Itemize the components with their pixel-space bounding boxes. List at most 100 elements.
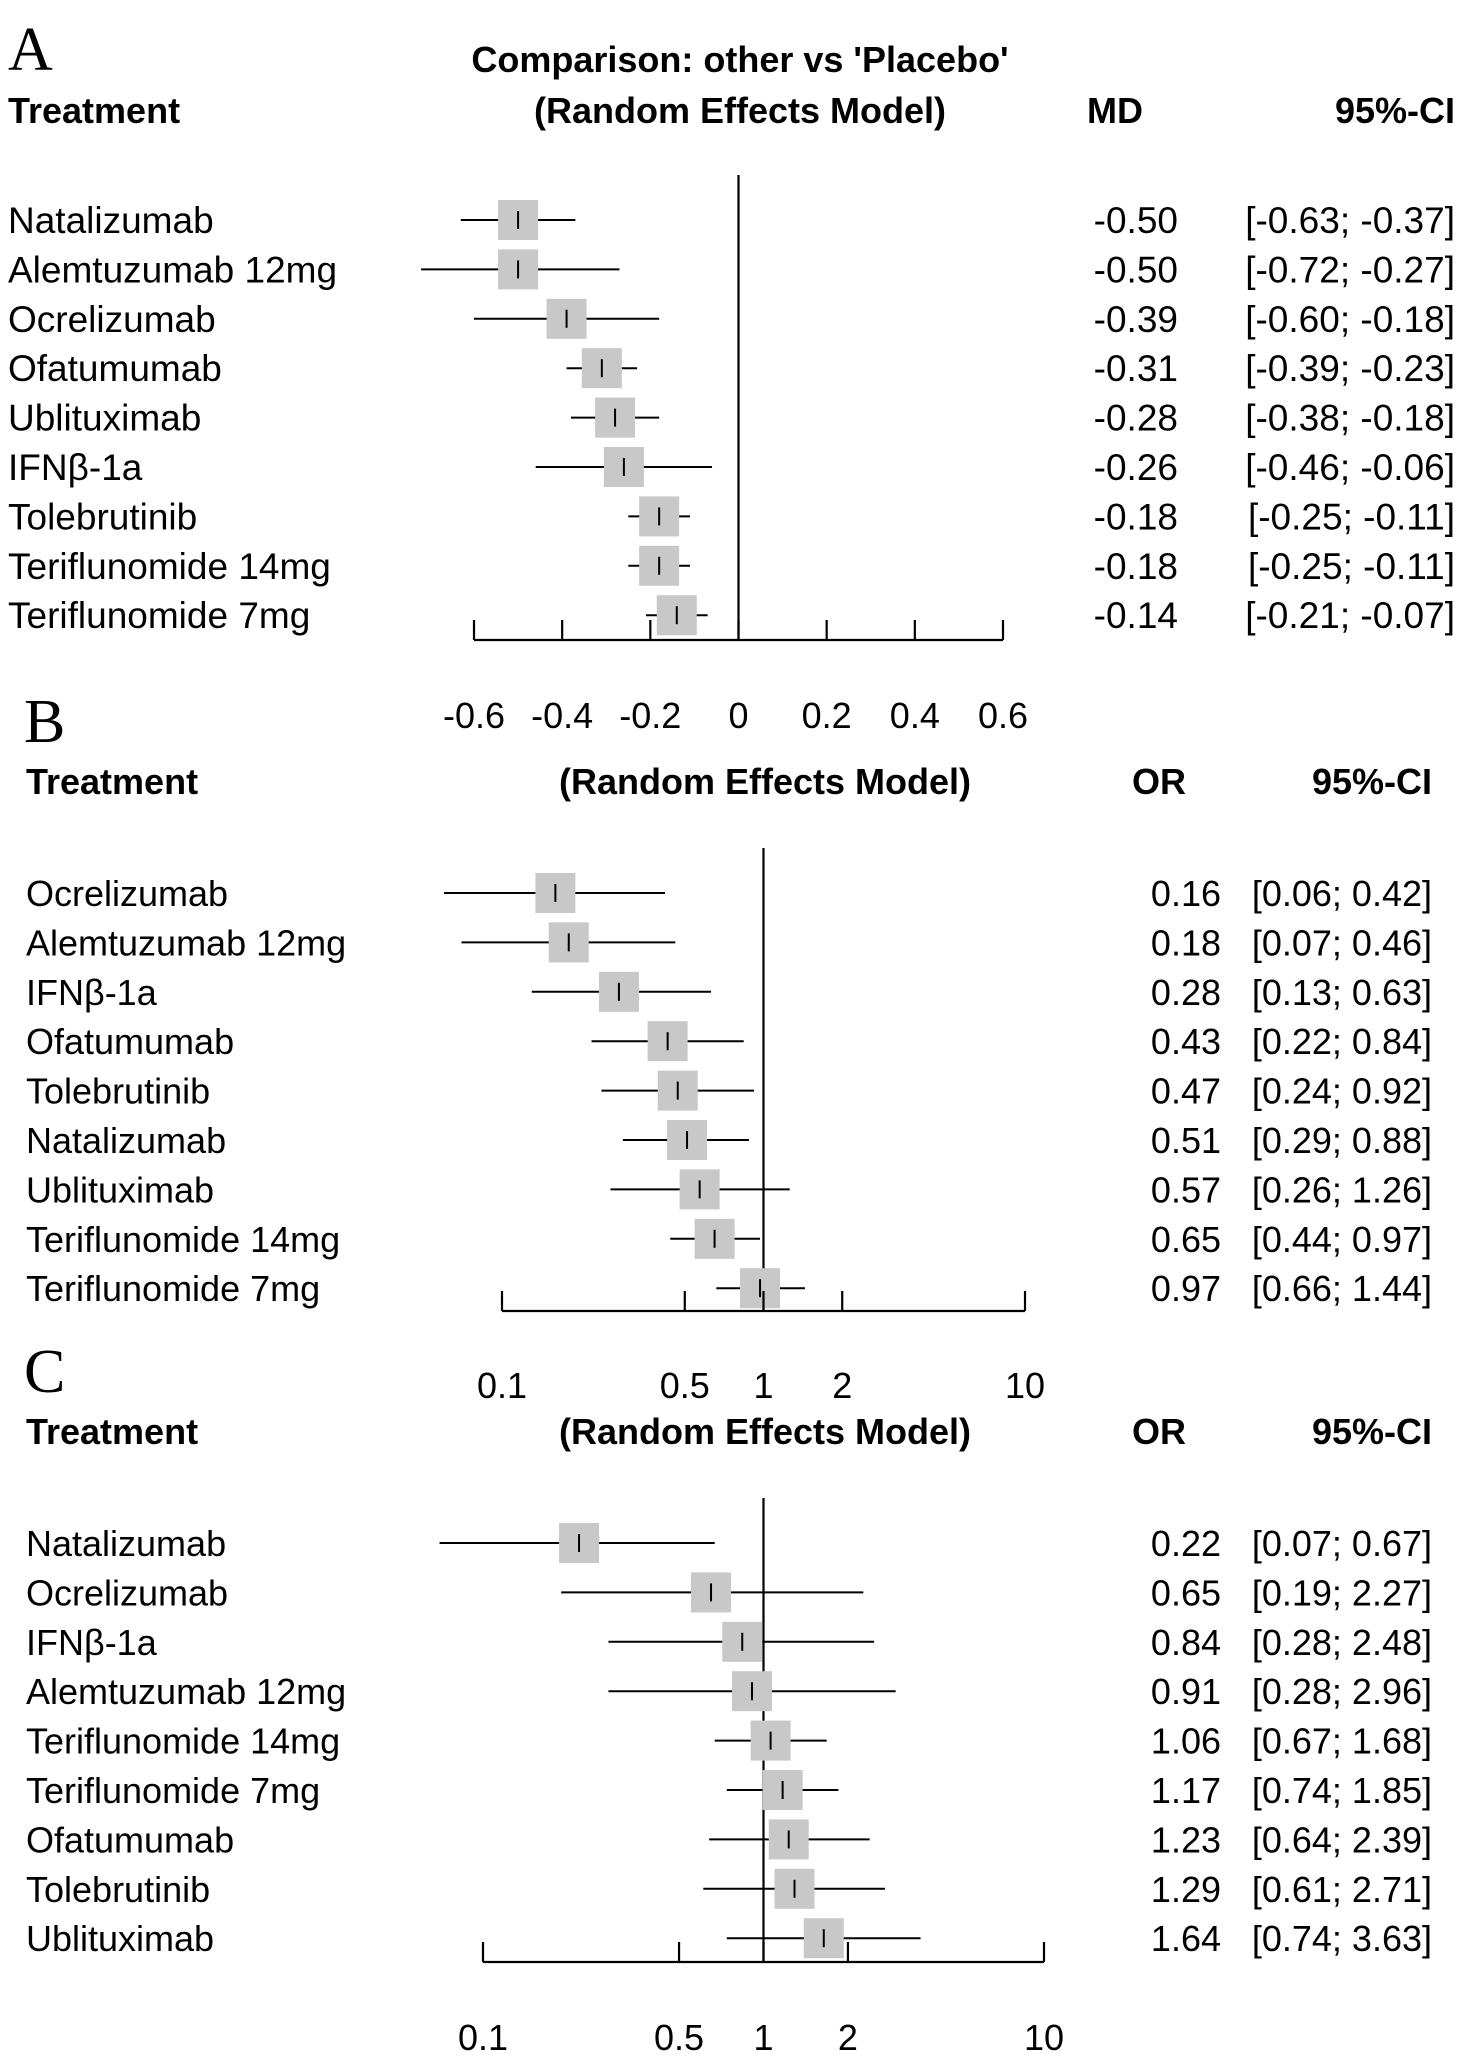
ci-value: [0.19; 2.27] <box>1252 1572 1432 1613</box>
treatment-label: IFNβ-1a <box>8 447 143 488</box>
forest-row: Ofatumumab 0.43 [0.22; 0.84] <box>26 1021 1432 1062</box>
ci-value: [0.22; 0.84] <box>1252 1021 1432 1062</box>
forest-row: Ublituximab -0.28 [-0.38; -0.18] <box>8 397 1455 439</box>
effect-value: -0.50 <box>1094 200 1178 241</box>
forest-row: IFNβ-1a 0.28 [0.13; 0.63] <box>26 971 1432 1013</box>
forest-row: Alemtuzumab 12mg 0.18 [0.07; 0.46] <box>26 922 1432 963</box>
ci-value: [0.61; 2.71] <box>1252 1869 1432 1910</box>
column-header-effect: MD <box>1087 90 1143 131</box>
forest-row: IFNβ-1a 0.84 [0.28; 2.48] <box>26 1621 1432 1663</box>
treatment-label: IFNβ-1a <box>26 1622 158 1663</box>
forest-row: Teriflunomide 7mg -0.14 [-0.21; -0.07] <box>8 595 1455 636</box>
ci-value: [0.06; 0.42] <box>1252 873 1432 914</box>
forest-row: Tolebrutinib 1.29 [0.61; 2.71] <box>26 1868 1432 1910</box>
x-tick-label: 0 <box>728 695 748 736</box>
treatment-label: Teriflunomide 14mg <box>26 1721 340 1762</box>
x-tick-label: -0.4 <box>531 695 593 736</box>
ci-value: [0.07; 0.67] <box>1252 1523 1432 1564</box>
x-tick-label: 0.4 <box>890 695 940 736</box>
ci-value: [0.66; 1.44] <box>1252 1268 1432 1309</box>
ci-value: [0.28; 2.48] <box>1252 1622 1432 1663</box>
effect-value: 0.22 <box>1151 1523 1221 1564</box>
ci-value: [-0.21; -0.07] <box>1245 595 1455 636</box>
treatment-label: Natalizumab <box>26 1120 226 1161</box>
forest-row: Ocrelizumab -0.39 [-0.60; -0.18] <box>8 298 1455 340</box>
forest-row: Ofatumumab -0.31 [-0.39; -0.23] <box>8 348 1455 389</box>
effect-value: 0.84 <box>1151 1622 1221 1663</box>
treatment-label: Ofatumumab <box>26 1021 234 1062</box>
ci-value: [-0.25; -0.11] <box>1248 546 1455 587</box>
effect-value: 0.47 <box>1151 1071 1221 1112</box>
ci-value: [0.13; 0.63] <box>1252 972 1432 1013</box>
forest-row: Ocrelizumab 0.16 [0.06; 0.42] <box>26 873 1432 914</box>
column-header-treatment: Treatment <box>26 761 198 802</box>
panel-label: C <box>24 1338 65 1406</box>
effect-value: 0.43 <box>1151 1021 1221 1062</box>
column-header-effect: OR <box>1132 1411 1186 1452</box>
treatment-label: Ofatumumab <box>8 348 222 389</box>
treatment-label: Teriflunomide 14mg <box>26 1219 340 1260</box>
forest-row: Teriflunomide 14mg 0.65 [0.44; 0.97] <box>26 1218 1432 1260</box>
forest-row: Ublituximab 0.57 [0.26; 1.26] <box>26 1169 1432 1210</box>
treatment-label: Teriflunomide 14mg <box>8 546 331 587</box>
effect-value: -0.14 <box>1094 595 1178 636</box>
treatment-label: Natalizumab <box>8 200 214 241</box>
forest-row: Teriflunomide 14mg 1.06 [0.67; 1.68] <box>26 1720 1432 1762</box>
effect-value: -0.26 <box>1094 447 1178 488</box>
forest-panel-c: C (Random Effects Model) Treatment OR 95%-CI… <box>24 1338 1432 2057</box>
treatment-label: Teriflunomide 7mg <box>8 595 310 636</box>
treatment-label: Tolebrutinib <box>26 1869 210 1910</box>
ci-value: [-0.63; -0.37] <box>1245 200 1455 241</box>
ci-value: [0.64; 2.39] <box>1252 1819 1432 1860</box>
effect-value: -0.28 <box>1094 398 1178 439</box>
ci-value: [-0.72; -0.27] <box>1245 249 1455 290</box>
treatment-label: IFNβ-1a <box>26 972 158 1013</box>
treatment-label: Ublituximab <box>26 1169 214 1210</box>
x-tick-label: 0.2 <box>802 695 852 736</box>
forest-panel-b: B (Random Effects Model) Treatment OR 95%-CI… <box>24 688 1432 1406</box>
forest-row: Tolebrutinib -0.18 [-0.25; -0.11] <box>8 496 1455 537</box>
x-tick-label: -0.2 <box>619 695 681 736</box>
ci-value: [-0.39; -0.23] <box>1245 348 1455 389</box>
forest-row: Alemtuzumab 12mg -0.50 [-0.72; -0.27] <box>8 249 1455 290</box>
forest-row: Teriflunomide 14mg -0.18 [-0.25; -0.11] <box>8 545 1455 587</box>
x-tick-label: 0.1 <box>458 2017 508 2057</box>
treatment-label: Ublituximab <box>26 1918 214 1959</box>
forest-row: Alemtuzumab 12mg 0.91 [0.28; 2.96] <box>26 1671 1432 1712</box>
effect-value: 1.64 <box>1151 1918 1221 1959</box>
effect-value: 0.18 <box>1151 922 1221 963</box>
x-tick-label: 0.1 <box>477 1365 527 1406</box>
effect-value: 1.17 <box>1151 1770 1221 1811</box>
treatment-label: Ocrelizumab <box>26 873 228 914</box>
treatment-label: Alemtuzumab 12mg <box>26 922 346 963</box>
x-tick-label: 1 <box>753 2017 773 2057</box>
effect-value: 1.29 <box>1151 1869 1221 1910</box>
effect-value: 0.28 <box>1151 972 1221 1013</box>
treatment-label: Ocrelizumab <box>8 299 216 340</box>
effect-value: 1.23 <box>1151 1819 1221 1860</box>
forest-row: Natalizumab 0.22 [0.07; 0.67] <box>26 1523 1432 1564</box>
ci-value: [-0.46; -0.06] <box>1245 447 1455 488</box>
forest-row: Natalizumab 0.51 [0.29; 0.88] <box>26 1120 1432 1161</box>
x-tick-label: 0.5 <box>654 2017 704 2057</box>
effect-value: 0.16 <box>1151 873 1221 914</box>
forest-row: IFNβ-1a -0.26 [-0.46; -0.06] <box>8 447 1455 488</box>
x-tick-label: 10 <box>1024 2017 1064 2057</box>
effect-value: -0.39 <box>1094 299 1178 340</box>
effect-value: 0.65 <box>1151 1572 1221 1613</box>
effect-value: 0.57 <box>1151 1169 1221 1210</box>
forest-panel-a: A Comparison: other vs 'Placebo' (Random E… <box>8 16 1455 736</box>
chart-subtitle: (Random Effects Model) <box>534 90 946 131</box>
forest-row: Ocrelizumab 0.65 [0.19; 2.27] <box>26 1572 1432 1613</box>
column-header-ci: 95%-CI <box>1312 761 1432 802</box>
treatment-label: Ofatumumab <box>26 1819 234 1860</box>
forest-row: Tolebrutinib 0.47 [0.24; 0.92] <box>26 1070 1432 1112</box>
x-tick-label: -0.6 <box>443 695 505 736</box>
x-tick-label: 0.6 <box>978 695 1028 736</box>
panel-label: A <box>8 16 53 84</box>
x-tick-label: 10 <box>1005 1365 1045 1406</box>
effect-value: 0.51 <box>1151 1120 1221 1161</box>
ci-value: [0.07; 0.46] <box>1252 922 1432 963</box>
column-header-treatment: Treatment <box>26 1411 198 1452</box>
